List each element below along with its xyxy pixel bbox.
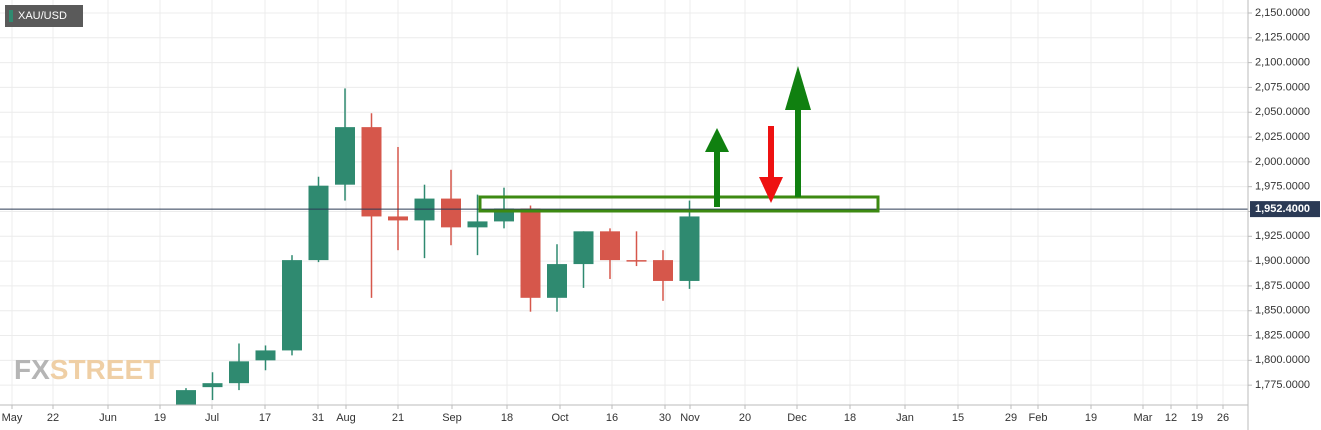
x-tick-label: 31 (312, 412, 324, 424)
candle-body (441, 198, 461, 228)
candle-body (282, 260, 302, 351)
y-tick-label: 1,925.0000 (1255, 230, 1310, 242)
watermark-street: STREET (50, 354, 160, 385)
y-tick-label: 1,850.0000 (1255, 305, 1310, 317)
watermark: FXSTREET (14, 354, 160, 385)
y-tick-label: 2,050.0000 (1255, 106, 1310, 118)
candle-body (229, 361, 249, 384)
y-tick-label: 2,000.0000 (1255, 156, 1310, 168)
legend-swatch (9, 10, 13, 22)
x-tick-label: 19 (1085, 412, 1097, 424)
x-tick-label: 16 (606, 412, 618, 424)
legend (5, 5, 83, 27)
x-tick-label: Jan (896, 412, 914, 424)
resistance-box (478, 195, 880, 213)
candles (0, 88, 1248, 405)
axes: May 22 Jun 19 Jul 17 31 Aug 21 Sep 18 Oct 16 30 Nov 20 D… (2, 7, 1320, 424)
candle-body (626, 260, 647, 262)
x-tick-label: 17 (259, 412, 271, 424)
candle-body (335, 127, 355, 185)
candle-body (547, 264, 567, 298)
y-tick-label: 1,900.0000 (1255, 255, 1310, 267)
x-tick-label: Aug (336, 412, 356, 424)
annotations (478, 66, 880, 213)
x-tick-label: Dec (787, 412, 807, 424)
x-tick-label: Mar (1134, 412, 1153, 424)
candle-body (467, 221, 488, 228)
y-tick-label: 1,875.0000 (1255, 280, 1310, 292)
candle-body (255, 350, 276, 361)
grid (0, 0, 1248, 405)
x-tick-label: 19 (154, 412, 166, 424)
x-tick-label: Nov (680, 412, 700, 424)
x-tick-label: Feb (1029, 412, 1048, 424)
last-price-label: 1,952.4000 (1255, 203, 1310, 215)
y-tick-label: 1,775.0000 (1255, 379, 1310, 391)
x-tick-label: 30 (659, 412, 671, 424)
y-tick-label: 1,825.0000 (1255, 329, 1310, 341)
up-arrow (705, 128, 729, 207)
y-tick-label: 2,125.0000 (1255, 32, 1310, 44)
up-arrow (785, 66, 811, 197)
candle-body (573, 231, 594, 265)
y-tick-label: 1,800.0000 (1255, 354, 1310, 366)
x-tick-label: 18 (501, 412, 513, 424)
watermark-fx: FX (14, 354, 50, 385)
x-tick-label: 21 (392, 412, 404, 424)
legend-label: XAU/USD (18, 10, 67, 22)
x-tick-label: 22 (47, 412, 59, 424)
y-tick-label: 2,075.0000 (1255, 81, 1310, 93)
x-tick-label: 15 (952, 412, 964, 424)
candle-body (388, 216, 408, 221)
x-tick-label: 29 (1005, 412, 1017, 424)
candle-body (679, 216, 700, 281)
x-tick-label: 12 (1165, 412, 1177, 424)
candle-body (520, 208, 541, 298)
y-tick-label: 2,025.0000 (1255, 131, 1310, 143)
candle-body (653, 260, 673, 281)
x-tick-label: Jun (99, 412, 117, 424)
candle-body (361, 127, 382, 217)
x-tick-label: Jul (205, 412, 219, 424)
y-tick-label: 1,975.0000 (1255, 181, 1310, 193)
x-tick-label: 26 (1217, 412, 1229, 424)
last-price-box (1250, 201, 1320, 218)
x-tick-label: Oct (551, 412, 568, 424)
candle-body (308, 185, 329, 261)
candle-body (176, 390, 196, 405)
candle-body (600, 231, 620, 261)
x-tick-label: 20 (739, 412, 751, 424)
x-tick-label: Sep (442, 412, 462, 424)
down-arrow (759, 126, 783, 203)
candle-body (202, 383, 223, 388)
x-tick-label: May (2, 412, 23, 424)
x-tick-label: 18 (844, 412, 856, 424)
x-tick-label: 19 (1191, 412, 1203, 424)
y-tick-label: 2,100.0000 (1255, 57, 1310, 69)
y-tick-label: 2,150.0000 (1255, 7, 1310, 19)
